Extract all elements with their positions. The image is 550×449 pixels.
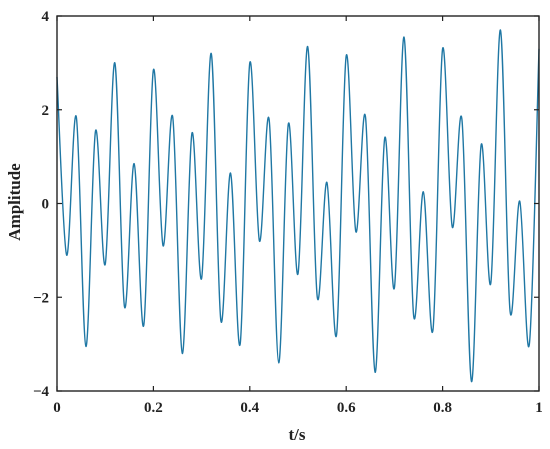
x-tick-label: 0.2: [144, 400, 163, 416]
y-tick-label: 2: [42, 103, 50, 119]
x-tick-label: 1: [535, 400, 543, 416]
y-tick-label: 0: [42, 197, 50, 213]
plot-area: [56, 29, 540, 383]
axes: 0 0.2 0.4 0.6 0.8 1 −4 −2 0 2 4: [33, 9, 543, 416]
y-tick-label: −4: [33, 384, 50, 400]
axes-frame: [56, 15, 540, 392]
y-tick-label: −2: [33, 290, 49, 306]
series-line-0: [56, 29, 540, 383]
x-tick-label: 0.4: [240, 400, 259, 416]
y-tick-label: 4: [42, 9, 50, 25]
y-axis-label: Amplitude: [5, 163, 24, 241]
x-tick-label: 0.6: [337, 400, 356, 416]
x-axis-label: t/s: [289, 425, 306, 444]
x-tick-label: 0: [53, 400, 61, 416]
x-tick-label: 0.8: [433, 400, 452, 416]
